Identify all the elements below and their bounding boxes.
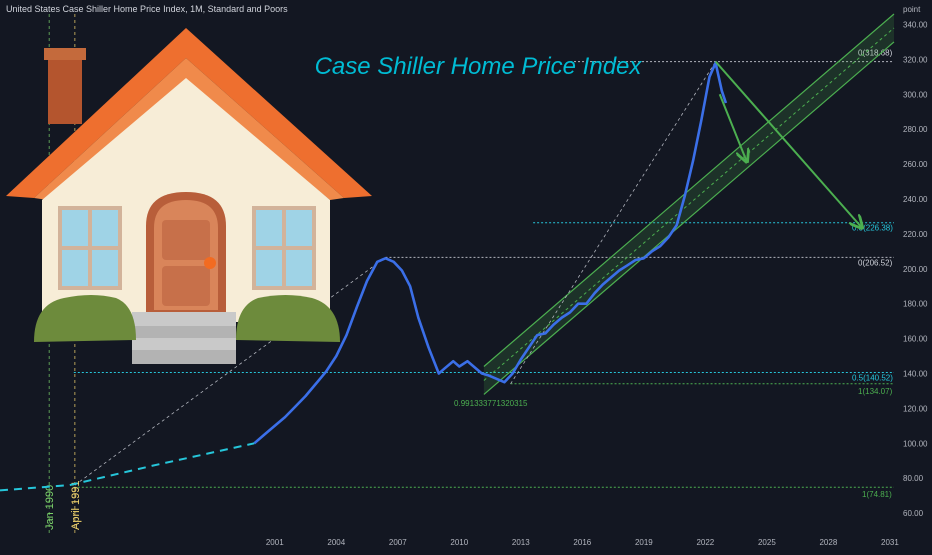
y-tick-label: 140.00: [903, 369, 928, 378]
x-tick-label: 2010: [450, 538, 468, 547]
fib-level-label: 1(74.81): [862, 490, 892, 499]
x-tick-label: 2031: [881, 538, 899, 547]
price-line: [253, 61, 728, 445]
y-tick-label: 100.00: [903, 439, 928, 448]
y-tick-label: 300.00: [903, 90, 928, 99]
fib-trend-connector: [510, 61, 716, 385]
vertical-marker-label: Jan 1990: [44, 485, 56, 530]
y-tick-label: 200.00: [903, 265, 928, 274]
y-tick-label: 340.00: [903, 20, 928, 29]
x-tick-label: 2004: [327, 538, 345, 547]
x-tick-label: 2019: [635, 538, 653, 547]
x-tick-label: 2022: [696, 538, 714, 547]
fib-trend-connector: [74, 257, 386, 486]
symbol-header: United States Case Shiller Home Price In…: [6, 4, 288, 14]
fib-level-label: 1(134.07): [858, 387, 893, 396]
vertical-marker-label: April 1991: [70, 480, 82, 530]
y-tick-label: 320.00: [903, 55, 928, 64]
x-tick-label: 2028: [819, 538, 837, 547]
trend-channel-lower: [483, 41, 895, 395]
x-tick-label: 2025: [758, 538, 776, 547]
x-tick-label: 2001: [266, 538, 284, 547]
y-tick-label: 260.00: [903, 160, 928, 169]
y-tick-label: 120.00: [903, 404, 928, 413]
house-icon: [6, 28, 372, 364]
fib-ratio-label: 0.991333771320315: [454, 399, 528, 408]
fib-level-label: 0(206.52): [858, 258, 893, 267]
fib-level-label: 0.5(140.52): [852, 374, 893, 383]
y-tick-label: 60.00: [903, 509, 924, 518]
trend-channel-midline: [483, 27, 895, 381]
y-tick-label: 80.00: [903, 474, 924, 483]
fib-level-label: 0(318.68): [858, 49, 893, 58]
x-tick-label: 2016: [573, 538, 591, 547]
projection-dashed-line: [0, 442, 255, 492]
forecast-arrow-short: [718, 93, 747, 160]
axis-unit-label: point: [903, 5, 921, 14]
x-tick-label: 2013: [512, 538, 530, 547]
chart-title: Case Shiller Home Price Index: [315, 53, 643, 80]
x-tick-label: 2007: [389, 538, 407, 547]
y-tick-label: 180.00: [903, 300, 928, 309]
trend-channel-upper: [483, 13, 895, 367]
forecast-arrow-long: [714, 60, 862, 227]
y-tick-label: 280.00: [903, 125, 928, 134]
y-tick-label: 240.00: [903, 195, 928, 204]
y-tick-label: 160.00: [903, 335, 928, 344]
y-tick-label: 220.00: [903, 230, 928, 239]
fib-level-label: 0.5(226.38): [852, 224, 893, 233]
